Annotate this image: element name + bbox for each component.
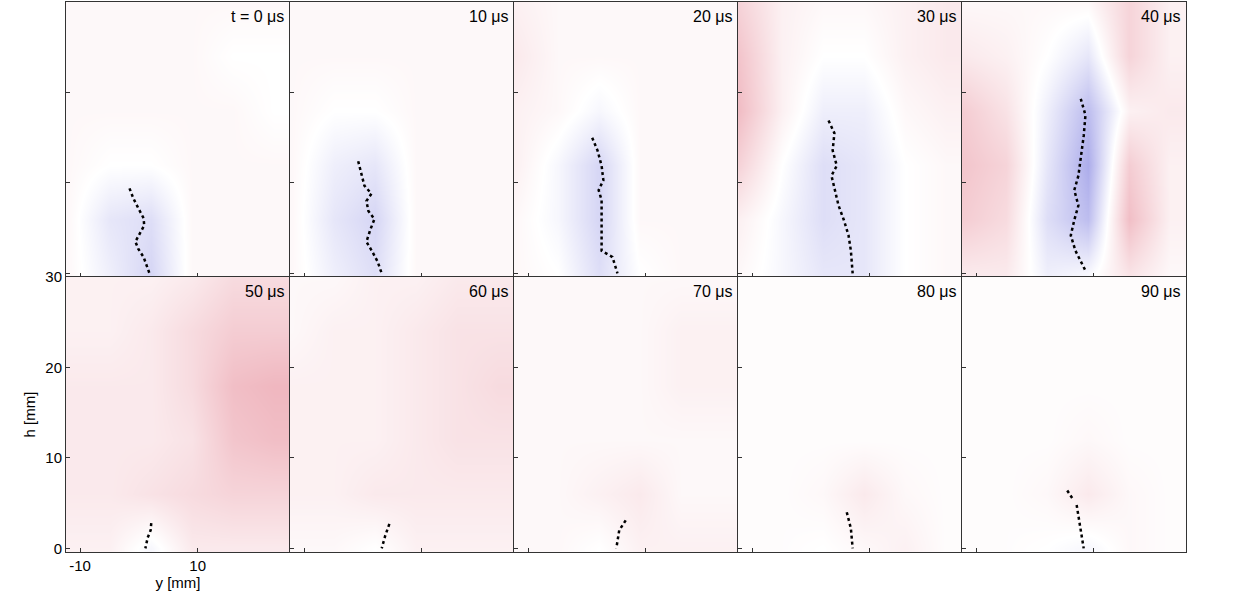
- svg-text:t = 0 μs: t = 0 μs: [231, 8, 284, 25]
- svg-text:90 μs: 90 μs: [1141, 283, 1180, 300]
- svg-text:40 μs: 40 μs: [1141, 8, 1180, 25]
- svg-text:30: 30: [45, 268, 62, 285]
- svg-text:-10: -10: [69, 557, 91, 574]
- svg-text:50 μs: 50 μs: [245, 283, 284, 300]
- svg-text:20: 20: [45, 359, 62, 376]
- svg-text:80 μs: 80 μs: [917, 283, 956, 300]
- svg-text:20 μs: 20 μs: [693, 8, 732, 25]
- svg-text:10: 10: [189, 557, 206, 574]
- svg-text:30 μs: 30 μs: [917, 8, 956, 25]
- svg-text:10 μs: 10 μs: [469, 8, 508, 25]
- svg-text:0: 0: [54, 540, 62, 557]
- svg-text:h [mm]: h [mm]: [21, 392, 38, 438]
- svg-text:10: 10: [45, 449, 62, 466]
- svg-text:60 μs: 60 μs: [469, 283, 508, 300]
- svg-text:y [mm]: y [mm]: [156, 574, 201, 591]
- svg-text:70 μs: 70 μs: [693, 283, 732, 300]
